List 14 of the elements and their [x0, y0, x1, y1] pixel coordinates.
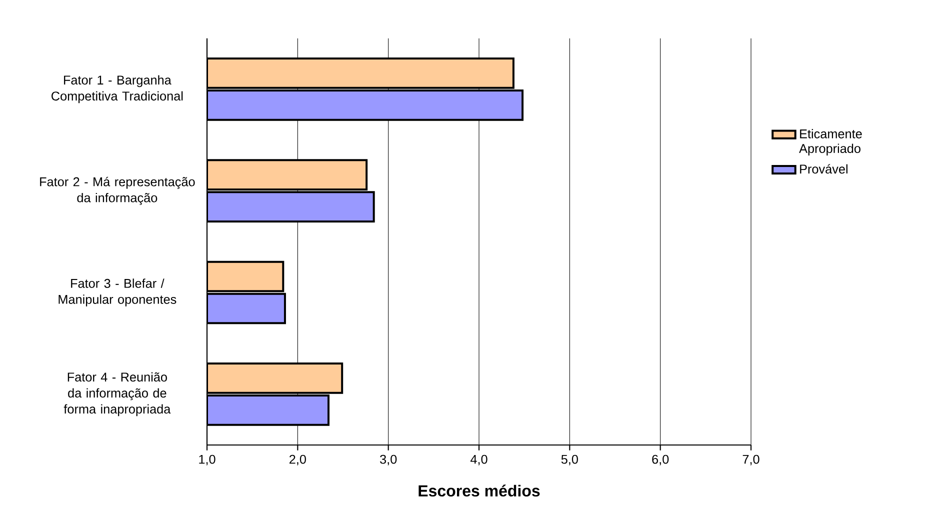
legend-label: Provável: [800, 164, 848, 174]
x-axis-title: Escores médios: [418, 484, 540, 497]
x-tick-label: 5,0: [561, 454, 578, 466]
x-tick-label: 2,0: [289, 454, 306, 466]
y-tick-label: Fator 2 - Má representação da informação: [40, 176, 195, 205]
x-tick-label: 3,0: [380, 454, 397, 466]
x-tick-label: 7,0: [742, 454, 760, 466]
x-tick-label: 1,0: [199, 454, 216, 466]
y-tick-label: Fator 4 - Reunião da informação de forma inapropriada: [64, 372, 171, 416]
y-tick-label: Fator 3 - Blefar / Manipular oponentes: [58, 278, 176, 306]
x-tick-label: 4,0: [470, 454, 488, 466]
x-tick-label: 6,0: [652, 454, 669, 466]
legend-label: Eticamente Apropriado: [799, 129, 862, 156]
y-tick-label: Fator 1 - Barganha Competitiva Tradicional: [52, 75, 183, 104]
